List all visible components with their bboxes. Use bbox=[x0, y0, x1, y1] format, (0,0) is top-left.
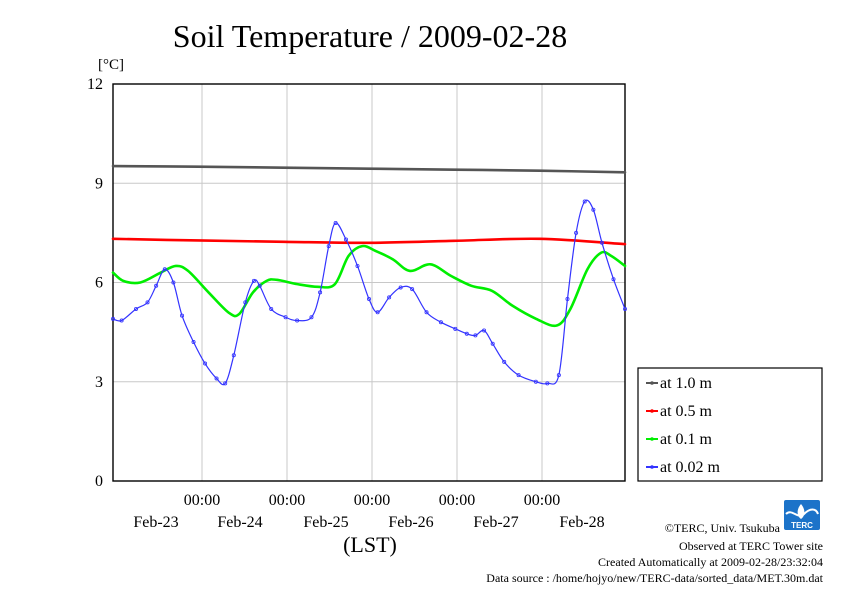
series-4-point-42 bbox=[556, 373, 561, 378]
series-4-point-13 bbox=[231, 353, 236, 358]
series-4-point-17 bbox=[269, 306, 274, 311]
series-4-point-20 bbox=[309, 315, 314, 320]
chart-legend: at 1.0 m at 0.5 m at 0.1 m at 0.02 m bbox=[637, 367, 823, 482]
series-4-point-39 bbox=[516, 373, 521, 378]
x-time-label-4: 00:00 bbox=[439, 492, 475, 509]
series-4-point-14 bbox=[243, 300, 248, 305]
y-tick-9: 9 bbox=[95, 175, 103, 192]
legend-marker-4 bbox=[650, 465, 654, 469]
series-4-point-43 bbox=[565, 297, 570, 302]
series-4-point-2 bbox=[119, 318, 124, 323]
series-4-point-40 bbox=[533, 379, 538, 384]
x-date-label-6: Feb-28 bbox=[559, 514, 604, 531]
legend-label-4: at 0.02 m bbox=[660, 459, 721, 476]
x-date-label-4: Feb-26 bbox=[388, 514, 433, 531]
credit-site: Observed at TERC Tower site bbox=[679, 539, 823, 553]
terc-logo-drop bbox=[797, 504, 805, 519]
series-4-point-47 bbox=[599, 240, 604, 245]
x-time-label-1: 00:00 bbox=[184, 492, 220, 509]
series-4-point-35 bbox=[473, 333, 478, 338]
series-4-point-16 bbox=[257, 283, 262, 288]
series-4-point-28 bbox=[387, 295, 392, 300]
series-4-point-11 bbox=[214, 376, 219, 381]
series-4-point-49 bbox=[623, 306, 628, 311]
terc-logo: TERC bbox=[784, 500, 820, 530]
series-4-point-27 bbox=[375, 310, 380, 315]
series-4-point-8 bbox=[180, 313, 185, 318]
series-4-point-32 bbox=[438, 320, 443, 325]
x-date-label-2: Feb-24 bbox=[217, 514, 262, 531]
legend-label-3: at 0.1 m bbox=[660, 431, 713, 448]
series-4-point-37 bbox=[490, 341, 495, 346]
series-4-point-31 bbox=[424, 310, 429, 315]
chart-title: Soil Temperature / 2009-02-28 bbox=[173, 18, 567, 54]
legend-marker-2 bbox=[650, 409, 654, 413]
series-4-point-23 bbox=[333, 220, 338, 225]
series-4-point-36 bbox=[482, 328, 487, 333]
axis-labels: 0 3 6 9 12 00:00 00:00 00:00 00:00 00:00 Feb-23 Feb… bbox=[87, 76, 605, 531]
series-2 bbox=[111, 237, 627, 246]
series-4-point-30 bbox=[410, 287, 415, 292]
x-date-label-5: Feb-27 bbox=[473, 514, 518, 531]
credit-created: Created Automatically at 2009-02-28/23:3… bbox=[598, 555, 823, 569]
y-tick-12: 12 bbox=[87, 76, 103, 93]
series-4-point-12 bbox=[223, 381, 228, 386]
series-2-line bbox=[111, 237, 627, 246]
y-axis-unit-label: [°C] bbox=[98, 57, 124, 73]
series-4-point-29 bbox=[398, 285, 403, 290]
x-date-label-1: Feb-23 bbox=[133, 514, 178, 531]
series-4-point-10 bbox=[203, 361, 208, 366]
series-1 bbox=[111, 164, 627, 174]
series-4-point-38 bbox=[502, 359, 507, 364]
series-4-point-7 bbox=[171, 280, 176, 285]
legend-marker-3 bbox=[650, 437, 654, 441]
series-4-point-3 bbox=[134, 306, 139, 311]
series-4-point-9 bbox=[191, 340, 196, 345]
series-4-point-44 bbox=[574, 230, 579, 235]
series-4-point-26 bbox=[366, 297, 371, 302]
y-tick-6: 6 bbox=[95, 275, 103, 292]
legend-box bbox=[637, 367, 823, 482]
series-4-point-18 bbox=[283, 315, 288, 320]
series-4-point-15 bbox=[251, 278, 256, 283]
x-date-label-3: Feb-25 bbox=[303, 514, 348, 531]
series-4-point-41 bbox=[545, 381, 550, 386]
series-4-point-5 bbox=[154, 283, 159, 288]
series-4-line bbox=[112, 199, 626, 386]
legend-label-2: at 0.5 m bbox=[660, 403, 713, 420]
series-4-point-19 bbox=[295, 318, 300, 323]
credit-copyright: ©TERC, Univ. Tsukuba bbox=[665, 521, 781, 535]
series-4-point-48 bbox=[611, 277, 616, 282]
legend-label-1: at 1.0 m bbox=[660, 375, 713, 392]
series-4-point-34 bbox=[464, 331, 469, 336]
series-4-point-45 bbox=[582, 199, 587, 204]
series-4-point-21 bbox=[318, 290, 323, 295]
series-4-point-1 bbox=[111, 316, 116, 321]
terc-logo-text: TERC bbox=[791, 521, 813, 530]
series-layer bbox=[111, 164, 628, 386]
legend-marker-1 bbox=[650, 381, 654, 385]
x-time-label-5: 00:00 bbox=[524, 492, 560, 509]
series-1-line bbox=[111, 164, 627, 174]
plot-area-border bbox=[112, 83, 626, 482]
series-4-point-24 bbox=[343, 237, 348, 242]
series-4-point-22 bbox=[326, 244, 331, 249]
x-time-label-3: 00:00 bbox=[354, 492, 390, 509]
series-4-point-33 bbox=[453, 326, 458, 331]
y-tick-0: 0 bbox=[95, 473, 103, 490]
series-4 bbox=[111, 199, 628, 386]
series-4-point-46 bbox=[591, 207, 596, 212]
y-tick-3: 3 bbox=[95, 374, 103, 391]
credit-data-source: Data source : /home/hojyo/new/TERC-data/… bbox=[486, 571, 823, 585]
series-4-point-25 bbox=[355, 263, 360, 268]
x-axis-label: (LST) bbox=[343, 532, 397, 557]
series-3 bbox=[111, 244, 627, 328]
series-3-line bbox=[111, 244, 627, 328]
x-time-label-2: 00:00 bbox=[269, 492, 305, 509]
legend-items: at 1.0 m at 0.5 m at 0.1 m at 0.02 m bbox=[646, 375, 721, 476]
series-4-point-6 bbox=[162, 267, 167, 272]
series-4-point-4 bbox=[145, 300, 150, 305]
